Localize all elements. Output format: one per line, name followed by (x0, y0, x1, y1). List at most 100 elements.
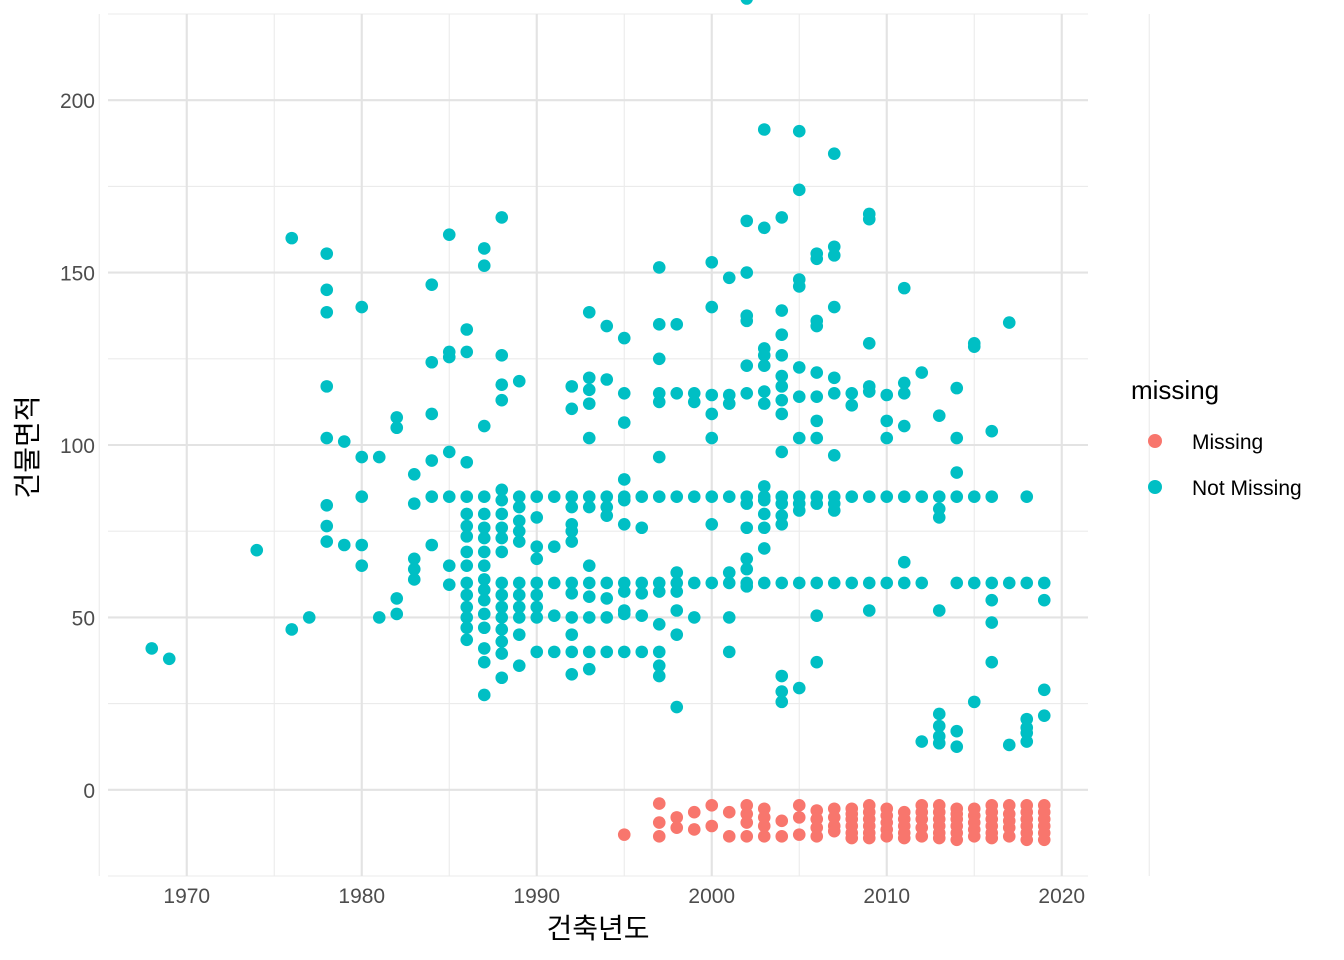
point-not-missing (845, 576, 859, 590)
point-missing (950, 833, 964, 847)
point-not-missing (530, 611, 544, 624)
point-not-missing (320, 431, 334, 445)
point-not-missing (757, 507, 771, 521)
point-not-missing (757, 493, 771, 507)
point-not-missing (495, 378, 509, 391)
point-not-missing (530, 588, 544, 602)
point-not-missing (530, 576, 544, 590)
point-not-missing (617, 473, 631, 486)
point-missing (775, 830, 789, 843)
point-not-missing (897, 386, 911, 400)
point-not-missing (687, 395, 701, 409)
point-not-missing (547, 645, 561, 659)
point-not-missing (932, 707, 946, 721)
point-not-missing (320, 283, 334, 297)
point-not-missing (932, 604, 946, 617)
point-not-missing (477, 642, 491, 655)
point-not-missing (705, 407, 719, 421)
point-not-missing (792, 124, 806, 138)
point-not-missing (670, 628, 684, 641)
point-not-missing (565, 628, 579, 641)
point-not-missing (582, 590, 596, 604)
point-not-missing (967, 340, 981, 354)
legend-label-missing: Missing (1192, 431, 1263, 454)
point-not-missing (477, 559, 491, 572)
point-not-missing (757, 349, 771, 362)
point-not-missing (460, 519, 474, 533)
point-missing (897, 831, 911, 845)
point-not-missing (810, 655, 824, 669)
point-missing (740, 799, 754, 812)
point-not-missing (810, 252, 824, 266)
point-not-missing (617, 645, 631, 659)
point-not-missing (477, 490, 491, 504)
point-not-missing (897, 576, 911, 590)
point-not-missing (1020, 576, 1034, 590)
point-not-missing (442, 350, 456, 364)
point-not-missing (722, 645, 736, 659)
point-not-missing (547, 576, 561, 590)
point-not-missing (880, 576, 894, 590)
point-not-missing (792, 504, 806, 517)
point-missing (740, 816, 754, 829)
point-not-missing (880, 414, 894, 428)
point-not-missing (670, 566, 684, 579)
point-not-missing (985, 490, 999, 504)
point-not-missing (757, 221, 771, 235)
point-not-missing (355, 559, 369, 572)
point-not-missing (460, 530, 474, 543)
point-not-missing (652, 395, 666, 409)
point-not-missing (757, 123, 771, 136)
point-missing (1002, 830, 1016, 843)
y-tick-label: 0 (83, 780, 95, 803)
point-not-missing (827, 504, 841, 517)
point-not-missing (652, 585, 666, 598)
point-not-missing (477, 583, 491, 597)
point-not-missing (1037, 709, 1051, 722)
point-not-missing (477, 507, 491, 521)
point-not-missing (495, 507, 509, 521)
point-missing (705, 819, 719, 833)
point-not-missing (495, 531, 509, 545)
point-not-missing (775, 393, 789, 407)
point-not-missing (792, 183, 806, 197)
point-not-missing (460, 633, 474, 647)
point-not-missing (600, 576, 614, 590)
point-not-missing (652, 645, 666, 659)
point-not-missing (985, 655, 999, 669)
point-not-missing (495, 576, 509, 590)
point-not-missing (460, 323, 474, 336)
point-not-missing (775, 695, 789, 709)
point-not-missing (810, 576, 824, 590)
point-not-missing (757, 542, 771, 555)
point-not-missing (740, 580, 754, 593)
point-not-missing (495, 545, 509, 559)
point-not-missing (757, 359, 771, 372)
point-not-missing (827, 147, 841, 160)
point-not-missing (512, 628, 526, 641)
point-not-missing (775, 576, 789, 590)
point-not-missing (897, 281, 911, 295)
point-not-missing (442, 445, 456, 459)
point-not-missing (565, 380, 579, 393)
point-not-missing (495, 611, 509, 624)
point-not-missing (425, 355, 439, 369)
point-not-missing (1020, 735, 1034, 748)
point-not-missing (915, 366, 929, 379)
point-not-missing (775, 369, 789, 383)
point-not-missing (775, 304, 789, 317)
point-not-missing (495, 483, 509, 497)
point-not-missing (547, 609, 561, 622)
point-not-missing (810, 431, 824, 445)
point-missing (985, 831, 999, 845)
point-missing (652, 797, 666, 810)
point-not-missing (320, 519, 334, 533)
point-missing (792, 828, 806, 841)
point-not-missing (617, 416, 631, 429)
point-not-missing (705, 490, 719, 504)
x-tick-label: 1980 (338, 885, 385, 908)
point-not-missing (460, 611, 474, 624)
point-not-missing (845, 490, 859, 504)
point-not-missing (477, 521, 491, 535)
point-not-missing (635, 576, 649, 590)
